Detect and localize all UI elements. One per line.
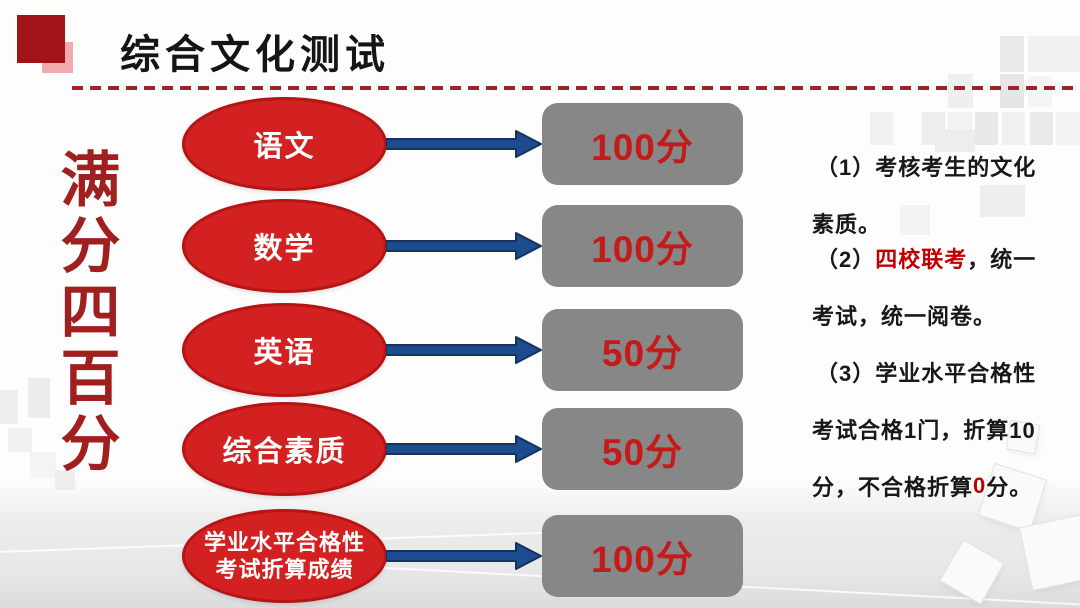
bg-decoration <box>975 112 998 145</box>
note-highlight: 四校联考 <box>875 246 968 272</box>
bg-decoration <box>1000 36 1024 72</box>
score-box: 50分 <box>542 408 743 490</box>
note-text: 考试，统一阅卷。 <box>812 303 997 329</box>
note-line: （2） 四校联考 ，统一 <box>812 229 1078 286</box>
note-text: 分。 <box>986 474 1033 500</box>
arrow-right-icon <box>386 130 542 158</box>
note-text: 分，不合格折算 <box>812 474 974 500</box>
divider-dashed-line <box>72 86 1080 90</box>
score-box: 100分 <box>542 205 743 287</box>
bg-decoration <box>1028 36 1080 72</box>
note-text: 素质。 <box>812 211 882 237</box>
note-text: （1）考核考生的文化 <box>816 154 1037 180</box>
subject-ellipse: 综合素质 <box>182 402 387 496</box>
subject-ellipse: 语文 <box>182 97 387 191</box>
note-line: （1）考核考生的文化 <box>812 137 1078 194</box>
note-line: 分，不合格折算 0 分。 <box>812 457 1078 514</box>
bg-decoration <box>935 130 975 152</box>
subject-label: 综合素质 <box>222 436 347 468</box>
note-line: 素质。 <box>812 194 1078 251</box>
score-box: 100分 <box>542 103 743 185</box>
subject-ellipse: 英语 <box>182 303 387 397</box>
note-text: （3）学业水平合格性 <box>816 360 1037 386</box>
bg-decoration <box>980 185 1025 217</box>
note-line: （3）学业水平合格性 <box>812 343 1078 400</box>
note-text: 考试合格1门，折算10 <box>812 417 1036 443</box>
notes-panel: （1）考核考生的文化 素质。 （2） 四校联考 ，统一 考试，统一阅卷。 （3）学业… <box>812 137 1078 514</box>
bg-decoration <box>8 428 32 452</box>
arrow-right-icon <box>386 542 542 570</box>
bg-decoration <box>1000 74 1024 108</box>
note-line: 考试，统一阅卷。 <box>812 286 1078 343</box>
arrow-right-icon <box>386 336 542 364</box>
subject-label: 语文 <box>253 131 316 163</box>
arrow-right-icon <box>386 232 542 260</box>
floor-gradient <box>0 478 1080 608</box>
bg-decoration <box>900 205 930 235</box>
score-label: 100分 <box>591 229 694 270</box>
note-text: ，统一 <box>967 246 1037 272</box>
bg-decoration <box>1056 112 1080 145</box>
subject-ellipse: 数学 <box>182 199 387 293</box>
subject-label: 数学 <box>253 233 316 265</box>
note-highlight: 0 <box>973 472 987 498</box>
score-label: 100分 <box>591 127 694 168</box>
score-box: 100分 <box>542 515 743 597</box>
bg-decoration <box>1002 112 1025 145</box>
bg-decoration <box>30 452 56 478</box>
bg-decoration <box>28 378 50 418</box>
score-label: 50分 <box>601 333 684 374</box>
subject-label: 学业水平合格性 考试折算成绩 <box>203 529 365 583</box>
page-title: 综合文化测试 <box>120 33 390 77</box>
score-box: 50分 <box>542 309 743 391</box>
score-label: 100分 <box>591 539 694 580</box>
bg-decoration <box>1028 76 1052 107</box>
bg-decoration <box>0 390 18 424</box>
note-text: （2） <box>816 246 876 272</box>
arrow-right-icon <box>386 435 542 463</box>
side-vertical-label: 满分四百分 <box>52 148 118 478</box>
score-label: 50分 <box>601 432 684 473</box>
subject-ellipse: 学业水平合格性 考试折算成绩 <box>182 509 387 603</box>
note-line: 考试合格1门，折算10 <box>812 400 1078 457</box>
bg-decoration <box>1030 112 1053 145</box>
title-accent-square-dark <box>17 15 65 63</box>
subject-label: 英语 <box>253 337 316 369</box>
bg-decoration <box>948 74 973 108</box>
bg-decoration <box>870 112 893 145</box>
